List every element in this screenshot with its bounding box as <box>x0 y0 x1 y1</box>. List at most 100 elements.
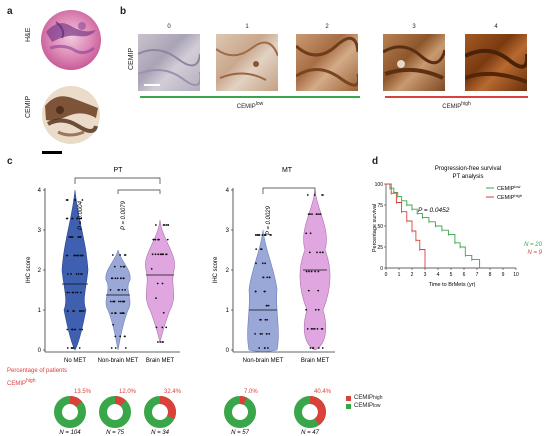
km-legend-label: CEMIPlow <box>497 184 521 192</box>
data-point <box>317 347 320 349</box>
pt-pvalue-1: P = 0.0004 <box>78 200 84 230</box>
data-point <box>268 276 271 279</box>
violin-brain-met <box>145 219 175 344</box>
data-point <box>314 308 317 311</box>
km-ylabel: Percentage survival <box>372 204 378 252</box>
data-point <box>121 289 124 291</box>
km-xtick-label: 9 <box>502 272 505 278</box>
data-point <box>260 248 263 250</box>
mt-ylabel: IHC score <box>213 256 219 283</box>
cemip-high-bar <box>385 96 528 98</box>
data-point <box>305 232 308 235</box>
data-point <box>82 310 85 312</box>
data-point <box>254 234 257 236</box>
ytick-label: 3 <box>38 228 42 234</box>
km-xticks: 0 1 2 3 4 5 6 7 8 9 10 <box>385 268 519 278</box>
mt-bracket <box>262 187 316 194</box>
data-point <box>71 328 74 331</box>
km-ytick-label: 50 <box>377 224 383 230</box>
data-point <box>310 270 313 273</box>
donut-n-label: N = 34 <box>151 430 170 436</box>
donut-n-label: N = 104 <box>59 430 81 436</box>
data-point <box>111 254 114 256</box>
mt-cat-0: Non-brain MET <box>243 358 284 364</box>
data-point <box>79 310 82 312</box>
data-point <box>162 311 165 314</box>
data-point <box>158 238 160 241</box>
data-point <box>264 262 266 265</box>
km-survival-chart: Progression-free survival PT analysis Pe… <box>372 166 543 288</box>
pt-title: PT <box>114 167 124 174</box>
km-pvalue: P = 0.0452 <box>418 207 450 214</box>
data-point <box>66 328 69 331</box>
data-point <box>155 224 157 226</box>
data-point <box>74 291 77 294</box>
data-point <box>119 254 121 256</box>
km-ytick-label: 75 <box>377 203 383 209</box>
data-point <box>78 347 81 349</box>
data-point <box>310 328 313 330</box>
score-label-3: 3 <box>412 24 416 30</box>
km-ytick-label: 0 <box>380 266 383 272</box>
mt-yticks: 0 1 2 3 4 <box>226 188 233 354</box>
donut-n-label: N = 57 <box>231 430 250 436</box>
data-point <box>318 213 320 215</box>
data-point <box>261 234 264 236</box>
data-point <box>155 297 157 299</box>
data-point <box>262 276 265 279</box>
data-point <box>77 236 80 238</box>
score-label-0: 0 <box>167 24 171 30</box>
pt-cat-2: Brain MET <box>146 358 175 364</box>
score-label-2: 2 <box>325 24 329 30</box>
donuts: 13.5% N = 104 12.0% N = 75 32.4% N = 34 7.0% N … <box>54 389 332 436</box>
km-ytick-label: 25 <box>377 245 383 251</box>
ytick-label: 4 <box>38 188 42 194</box>
pt-yticks: 0 1 2 3 4 <box>38 188 45 354</box>
data-point <box>321 347 324 349</box>
cemip-label-a: CEMIP <box>25 95 32 118</box>
data-point <box>76 254 79 257</box>
data-point <box>308 270 310 273</box>
pt-violin-plot: PT IHC score 0 1 2 3 4 P = 0.0004 P = 0.0079… <box>26 167 180 364</box>
data-point <box>72 310 74 312</box>
donut-3: 7.0% N = 57 <box>224 389 258 436</box>
ihc-tile-score-3 <box>383 34 445 91</box>
data-point <box>266 276 269 279</box>
data-point <box>166 238 169 241</box>
data-point <box>113 265 116 268</box>
data-point <box>312 347 315 349</box>
km-legend-sup: high <box>514 193 522 198</box>
km-xtick-label: 10 <box>513 272 519 278</box>
data-point <box>306 328 309 330</box>
mt-cat-1: Brain MET <box>301 358 330 364</box>
data-point <box>154 253 157 256</box>
data-point <box>255 248 258 250</box>
data-point <box>266 304 268 307</box>
legend-swatch-low <box>346 403 351 409</box>
data-point <box>72 291 75 294</box>
data-point <box>315 213 318 215</box>
km-n-low: N = 20 <box>524 242 543 248</box>
data-point <box>119 335 122 338</box>
km-xtick-label: 5 <box>450 272 453 278</box>
data-point <box>317 270 320 273</box>
data-point <box>165 224 168 226</box>
data-point <box>156 282 159 285</box>
data-point <box>269 234 272 236</box>
donut-high-arc <box>309 396 326 426</box>
cemip-low-bar <box>140 96 360 98</box>
donut-pct-label: 32.4% <box>164 389 182 395</box>
pt-ylabel: IHC score <box>26 256 32 283</box>
donut-pct-label: 13.5% <box>74 389 92 395</box>
km-subtitle: PT analysis <box>453 174 484 180</box>
data-point <box>309 213 311 215</box>
data-point <box>258 347 261 349</box>
data-point <box>316 328 319 330</box>
data-point <box>165 326 168 329</box>
data-point <box>309 347 312 349</box>
data-point <box>319 213 322 215</box>
data-point <box>311 213 313 215</box>
data-point <box>160 253 163 256</box>
donut-pct-label: 7.0% <box>244 389 258 395</box>
pct-group-label: CEMIPhigh <box>7 378 36 387</box>
